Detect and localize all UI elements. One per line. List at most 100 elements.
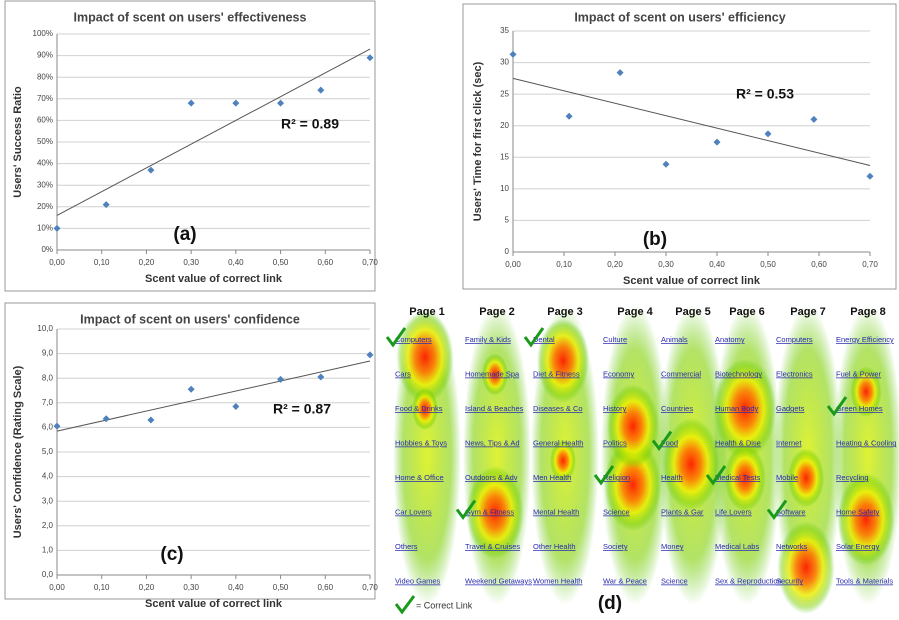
link: Anatomy xyxy=(715,335,745,344)
link: Health & Dise xyxy=(715,438,761,447)
y-tick-label: 1,0 xyxy=(42,546,54,555)
link: General Health xyxy=(533,438,583,447)
link: Diet & Fitness xyxy=(533,369,580,378)
heat-spot xyxy=(412,388,438,430)
trendline xyxy=(512,77,871,166)
link: Health xyxy=(661,473,683,482)
link: Sex & Reproduction xyxy=(715,576,782,585)
y-tick-label: 0,0 xyxy=(42,570,54,579)
x-tick-label: 0,40 xyxy=(228,258,244,267)
y-tick-label: 8,0 xyxy=(42,373,54,382)
page-label: Page 5 xyxy=(675,306,710,318)
link: Internet xyxy=(776,438,802,447)
y-tick-label: 80% xyxy=(37,72,53,81)
legend-check xyxy=(394,595,416,615)
link: Cars xyxy=(395,369,411,378)
link: Computers xyxy=(776,335,813,344)
heat-spot xyxy=(713,358,777,460)
chart-title: Impact of scent on users' effectiveness xyxy=(74,10,307,24)
link: Mental Health xyxy=(533,507,579,516)
link: Men Health xyxy=(533,473,571,482)
link: Video Games xyxy=(395,576,441,585)
x-tick-label: 0,60 xyxy=(317,583,333,592)
link: Weekend Getaways xyxy=(465,576,532,585)
heat-spot xyxy=(837,473,895,566)
page-label: Page 7 xyxy=(790,306,825,318)
heat-column xyxy=(463,305,531,605)
x-axis-label: Scent value of correct link xyxy=(145,273,283,285)
link: Green Homes xyxy=(836,404,883,413)
link: Money xyxy=(661,542,684,551)
link: Culture xyxy=(603,335,627,344)
link: Security xyxy=(776,576,803,585)
link: Others xyxy=(395,542,418,551)
link: Animals xyxy=(661,335,688,344)
heat-spot xyxy=(550,439,576,482)
link: Outdoors & Adv xyxy=(465,473,518,482)
x-tick-label: 0,00 xyxy=(49,258,65,267)
link: Home Safety xyxy=(836,507,880,516)
y-tick-label: 50% xyxy=(37,137,53,146)
link: Electronics xyxy=(776,369,813,378)
link: Politics xyxy=(603,438,627,447)
check-mark xyxy=(593,465,615,486)
link: Women Health xyxy=(533,576,582,585)
link: Science xyxy=(661,576,688,585)
heat-spot xyxy=(466,466,524,559)
heat-spot xyxy=(482,353,508,396)
y-axis-label: Users' Confidence (Rating Scale) xyxy=(12,365,24,538)
y-tick-label: 90% xyxy=(37,51,53,60)
y-tick-label: 10,0 xyxy=(37,324,53,333)
x-tick-label: 0,10 xyxy=(94,258,110,267)
y-tick-label: 70% xyxy=(37,94,53,103)
link: Fuel & Power xyxy=(836,369,882,378)
y-tick-label: 9,0 xyxy=(42,349,54,358)
data-point xyxy=(53,224,61,232)
link: Travel & Cruises xyxy=(465,542,520,551)
link: Island & Beaches xyxy=(465,404,524,413)
link: Gym & Fitness xyxy=(465,507,514,516)
y-axis-label: Users' Success Ratio xyxy=(12,86,24,198)
y-tick-label: 30% xyxy=(37,180,53,189)
link: Heating & Cooling xyxy=(836,438,896,447)
x-tick-label: 0,20 xyxy=(139,258,155,267)
panel-label: (d) xyxy=(598,593,622,614)
page-label: Page 6 xyxy=(729,306,764,318)
data-point xyxy=(232,99,240,107)
y-tick-label: 5,0 xyxy=(42,447,54,456)
data-point xyxy=(317,86,325,94)
y-tick-label: 5 xyxy=(505,216,510,225)
y-tick-label: 20% xyxy=(37,202,53,211)
x-tick-label: 0,60 xyxy=(811,260,827,269)
link: Energy Efficiency xyxy=(836,335,894,344)
x-tick-label: 0,50 xyxy=(273,258,289,267)
x-tick-label: 0,30 xyxy=(183,583,199,592)
link: Hobbies & Toys xyxy=(395,438,447,447)
chart-title: Impact of scent on users' confidence xyxy=(80,312,300,326)
data-point xyxy=(810,115,818,123)
y-tick-label: 15 xyxy=(500,152,509,161)
y-tick-label: 10% xyxy=(37,224,53,233)
y-tick-label: 6,0 xyxy=(42,423,54,432)
link: Software xyxy=(776,507,806,516)
y-tick-label: 0% xyxy=(41,245,53,254)
panel-label: (b) xyxy=(643,229,667,250)
page-label: Page 8 xyxy=(850,306,885,318)
check-mark xyxy=(766,499,788,521)
data-point xyxy=(317,373,325,381)
x-tick-label: 0,50 xyxy=(273,583,289,592)
r-squared: R² = 0.53 xyxy=(736,86,794,102)
check-mark xyxy=(651,430,673,452)
panel-frame xyxy=(4,302,376,600)
link: Homemade Spa xyxy=(465,369,520,378)
y-tick-label: 25 xyxy=(500,89,509,98)
y-tick-label: 40% xyxy=(37,159,53,168)
x-tick-label: 0,70 xyxy=(362,258,378,267)
data-point xyxy=(277,99,285,107)
heat-spot xyxy=(396,311,454,404)
check-mark xyxy=(705,465,727,486)
x-tick-label: 0,00 xyxy=(49,583,65,592)
data-point xyxy=(147,416,155,424)
data-point xyxy=(187,99,195,107)
